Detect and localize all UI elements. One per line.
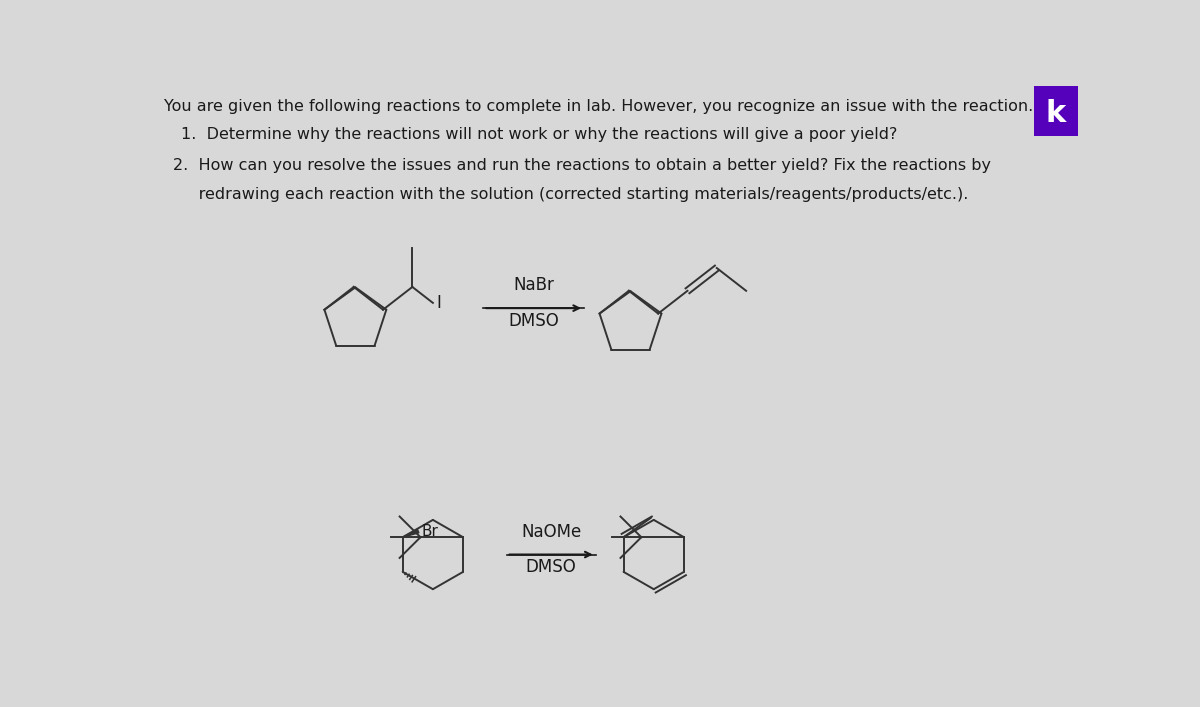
FancyBboxPatch shape (1033, 86, 1079, 136)
Text: NaBr: NaBr (514, 276, 554, 294)
Text: I: I (436, 294, 440, 312)
Text: DMSO: DMSO (526, 559, 576, 576)
Text: k: k (1046, 99, 1066, 128)
Text: NaOMe: NaOMe (521, 522, 581, 541)
Polygon shape (403, 530, 419, 537)
Text: redrawing each reaction with the solution (corrected starting materials/reagents: redrawing each reaction with the solutio… (173, 187, 968, 202)
Text: Br: Br (421, 524, 438, 539)
Text: DMSO: DMSO (509, 312, 559, 330)
Text: You are given the following reactions to complete in lab. However, you recognize: You are given the following reactions to… (164, 99, 1033, 114)
Text: 2.  How can you resolve the issues and run the reactions to obtain a better yiel: 2. How can you resolve the issues and ru… (173, 158, 991, 173)
Text: 1.  Determine why the reactions will not work or why the reactions will give a p: 1. Determine why the reactions will not … (181, 127, 898, 142)
